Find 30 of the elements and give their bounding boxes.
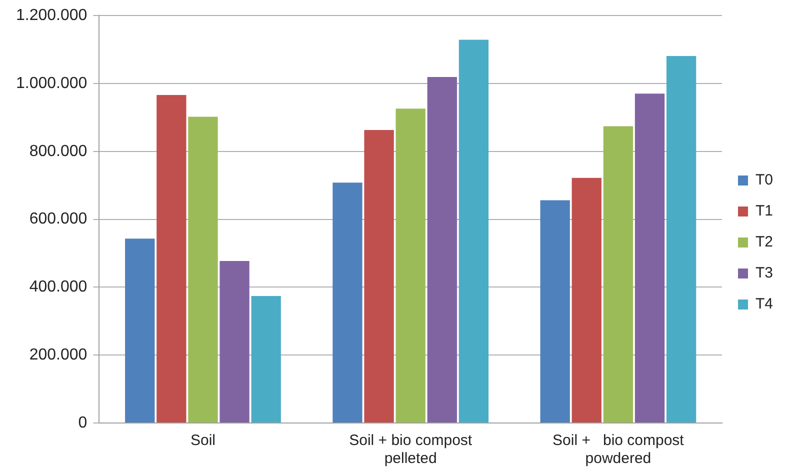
- bar: [364, 130, 394, 422]
- y-tick-label: 400.000: [29, 278, 88, 296]
- legend-label: T4: [755, 296, 774, 313]
- bar: [666, 56, 696, 422]
- x-tick-label: Soil: [190, 432, 216, 450]
- legend-label: T1: [755, 202, 774, 220]
- x-tick-label: Soil + bio compost pelleted: [349, 432, 473, 468]
- y-tick-label: 1.200.000: [16, 7, 88, 24]
- x-tick-label: Soil + bio compost powdered: [552, 432, 685, 468]
- bar: [572, 178, 602, 422]
- bar: [220, 261, 250, 422]
- y-tick-label: 1.000.000: [16, 74, 88, 92]
- legend-label: T2: [755, 234, 774, 251]
- y-tick-label: 600.000: [29, 210, 88, 228]
- bar: [396, 108, 426, 422]
- bar: [251, 296, 281, 422]
- legend-label: T0: [755, 172, 774, 189]
- bar: [427, 77, 457, 422]
- legend-label: T3: [755, 264, 774, 282]
- bar: [458, 40, 489, 422]
- bar: [540, 200, 570, 422]
- y-tick-label: 200.000: [29, 346, 88, 364]
- bar: [188, 116, 218, 422]
- bar: [125, 238, 155, 422]
- y-tick-label: 800.000: [29, 142, 88, 160]
- bar: [634, 94, 665, 422]
- bar: [603, 126, 634, 422]
- bar: [332, 182, 362, 422]
- y-tick-label: 0: [78, 414, 88, 432]
- bar: [156, 95, 186, 422]
